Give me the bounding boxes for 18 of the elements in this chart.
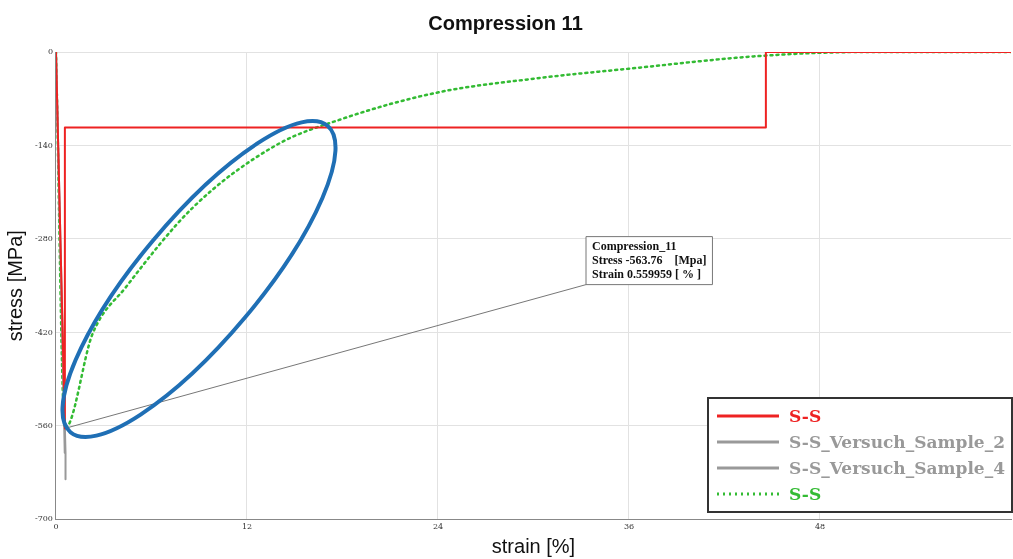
x-axis-title: strain [%] [491, 534, 576, 557]
legend-label: S-S [788, 484, 822, 504]
y-tick-label: -420 [34, 327, 53, 337]
legend-label: S-S [788, 406, 822, 426]
y-tick-label: -140 [34, 140, 53, 150]
legend-label: S-S_Versuch_Sample_4 [788, 458, 1005, 478]
annotation: Compression_11 Stress -563.76 [Mpa] Strain 0.559959 [ % ] [592, 238, 707, 281]
y-tick-label: -280 [34, 234, 53, 244]
y-tick-label: -560 [34, 421, 53, 430]
y-tick-label: 0 [47, 47, 53, 57]
y-tick-label: -700 [34, 514, 53, 524]
x-tick-label: 36 [623, 522, 635, 532]
x-tick-label: 24 [432, 522, 444, 532]
chart-title: Compression 11 [428, 11, 583, 34]
x-tick-label: 12 [241, 522, 253, 532]
y-axis-title: stress [MPa] [3, 230, 26, 342]
legend-label: S-S_Versuch_Sample_2 [788, 432, 1005, 452]
x-tick-label: 48 [814, 522, 826, 532]
